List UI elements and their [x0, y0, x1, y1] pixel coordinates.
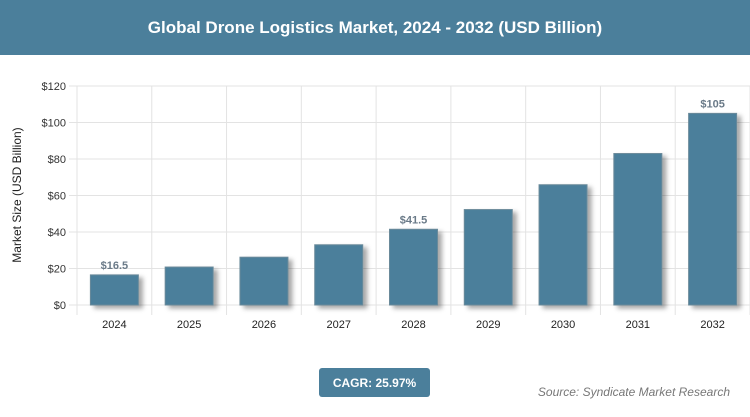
y-tick-label: $0	[54, 300, 66, 312]
y-axis-label: Market Size (USD Billion)	[10, 127, 24, 262]
bar-2029	[463, 209, 513, 306]
bar-2026	[239, 256, 289, 306]
y-tick-label: $20	[48, 264, 66, 276]
x-tick-label: 2030	[551, 319, 575, 331]
cagr-badge: CAGR: 25.97%	[319, 368, 430, 397]
x-tick-label: 2031	[626, 319, 650, 331]
y-tick-label: $80	[48, 154, 66, 166]
bar-2027	[314, 244, 364, 306]
source-note: Source: Syndicate Market Research	[537, 385, 730, 399]
y-tick-label: $40	[48, 227, 66, 239]
bar-2024	[89, 274, 139, 306]
bar-2028	[389, 228, 438, 306]
y-tick-label: $60	[48, 191, 66, 203]
x-tick-label: 2032	[700, 319, 724, 331]
bar-2031	[613, 153, 663, 306]
bar-2032	[688, 112, 738, 306]
x-tick-label: 2026	[252, 319, 276, 331]
chart-title: Global Drone Logistics Market, 2024 - 20…	[0, 0, 750, 55]
bar-2030	[538, 184, 588, 306]
y-tick-label: $120	[42, 81, 66, 93]
data-label: $16.5	[101, 260, 129, 272]
x-tick-label: 2028	[401, 319, 425, 331]
x-tick-label: 2024	[102, 319, 126, 331]
x-tick-label: 2029	[476, 319, 500, 331]
data-label: $105	[700, 98, 724, 110]
y-tick-label: $100	[42, 118, 66, 130]
bar-chart: $0 $20 $40 $60 $80 $100 $120 2024 $16.5 2025 2026 2…	[10, 81, 750, 331]
x-tick-label: 2027	[326, 319, 350, 331]
data-label: $41.5	[400, 214, 428, 226]
x-tick-label: 2025	[177, 319, 201, 331]
bar-2025	[164, 266, 214, 306]
